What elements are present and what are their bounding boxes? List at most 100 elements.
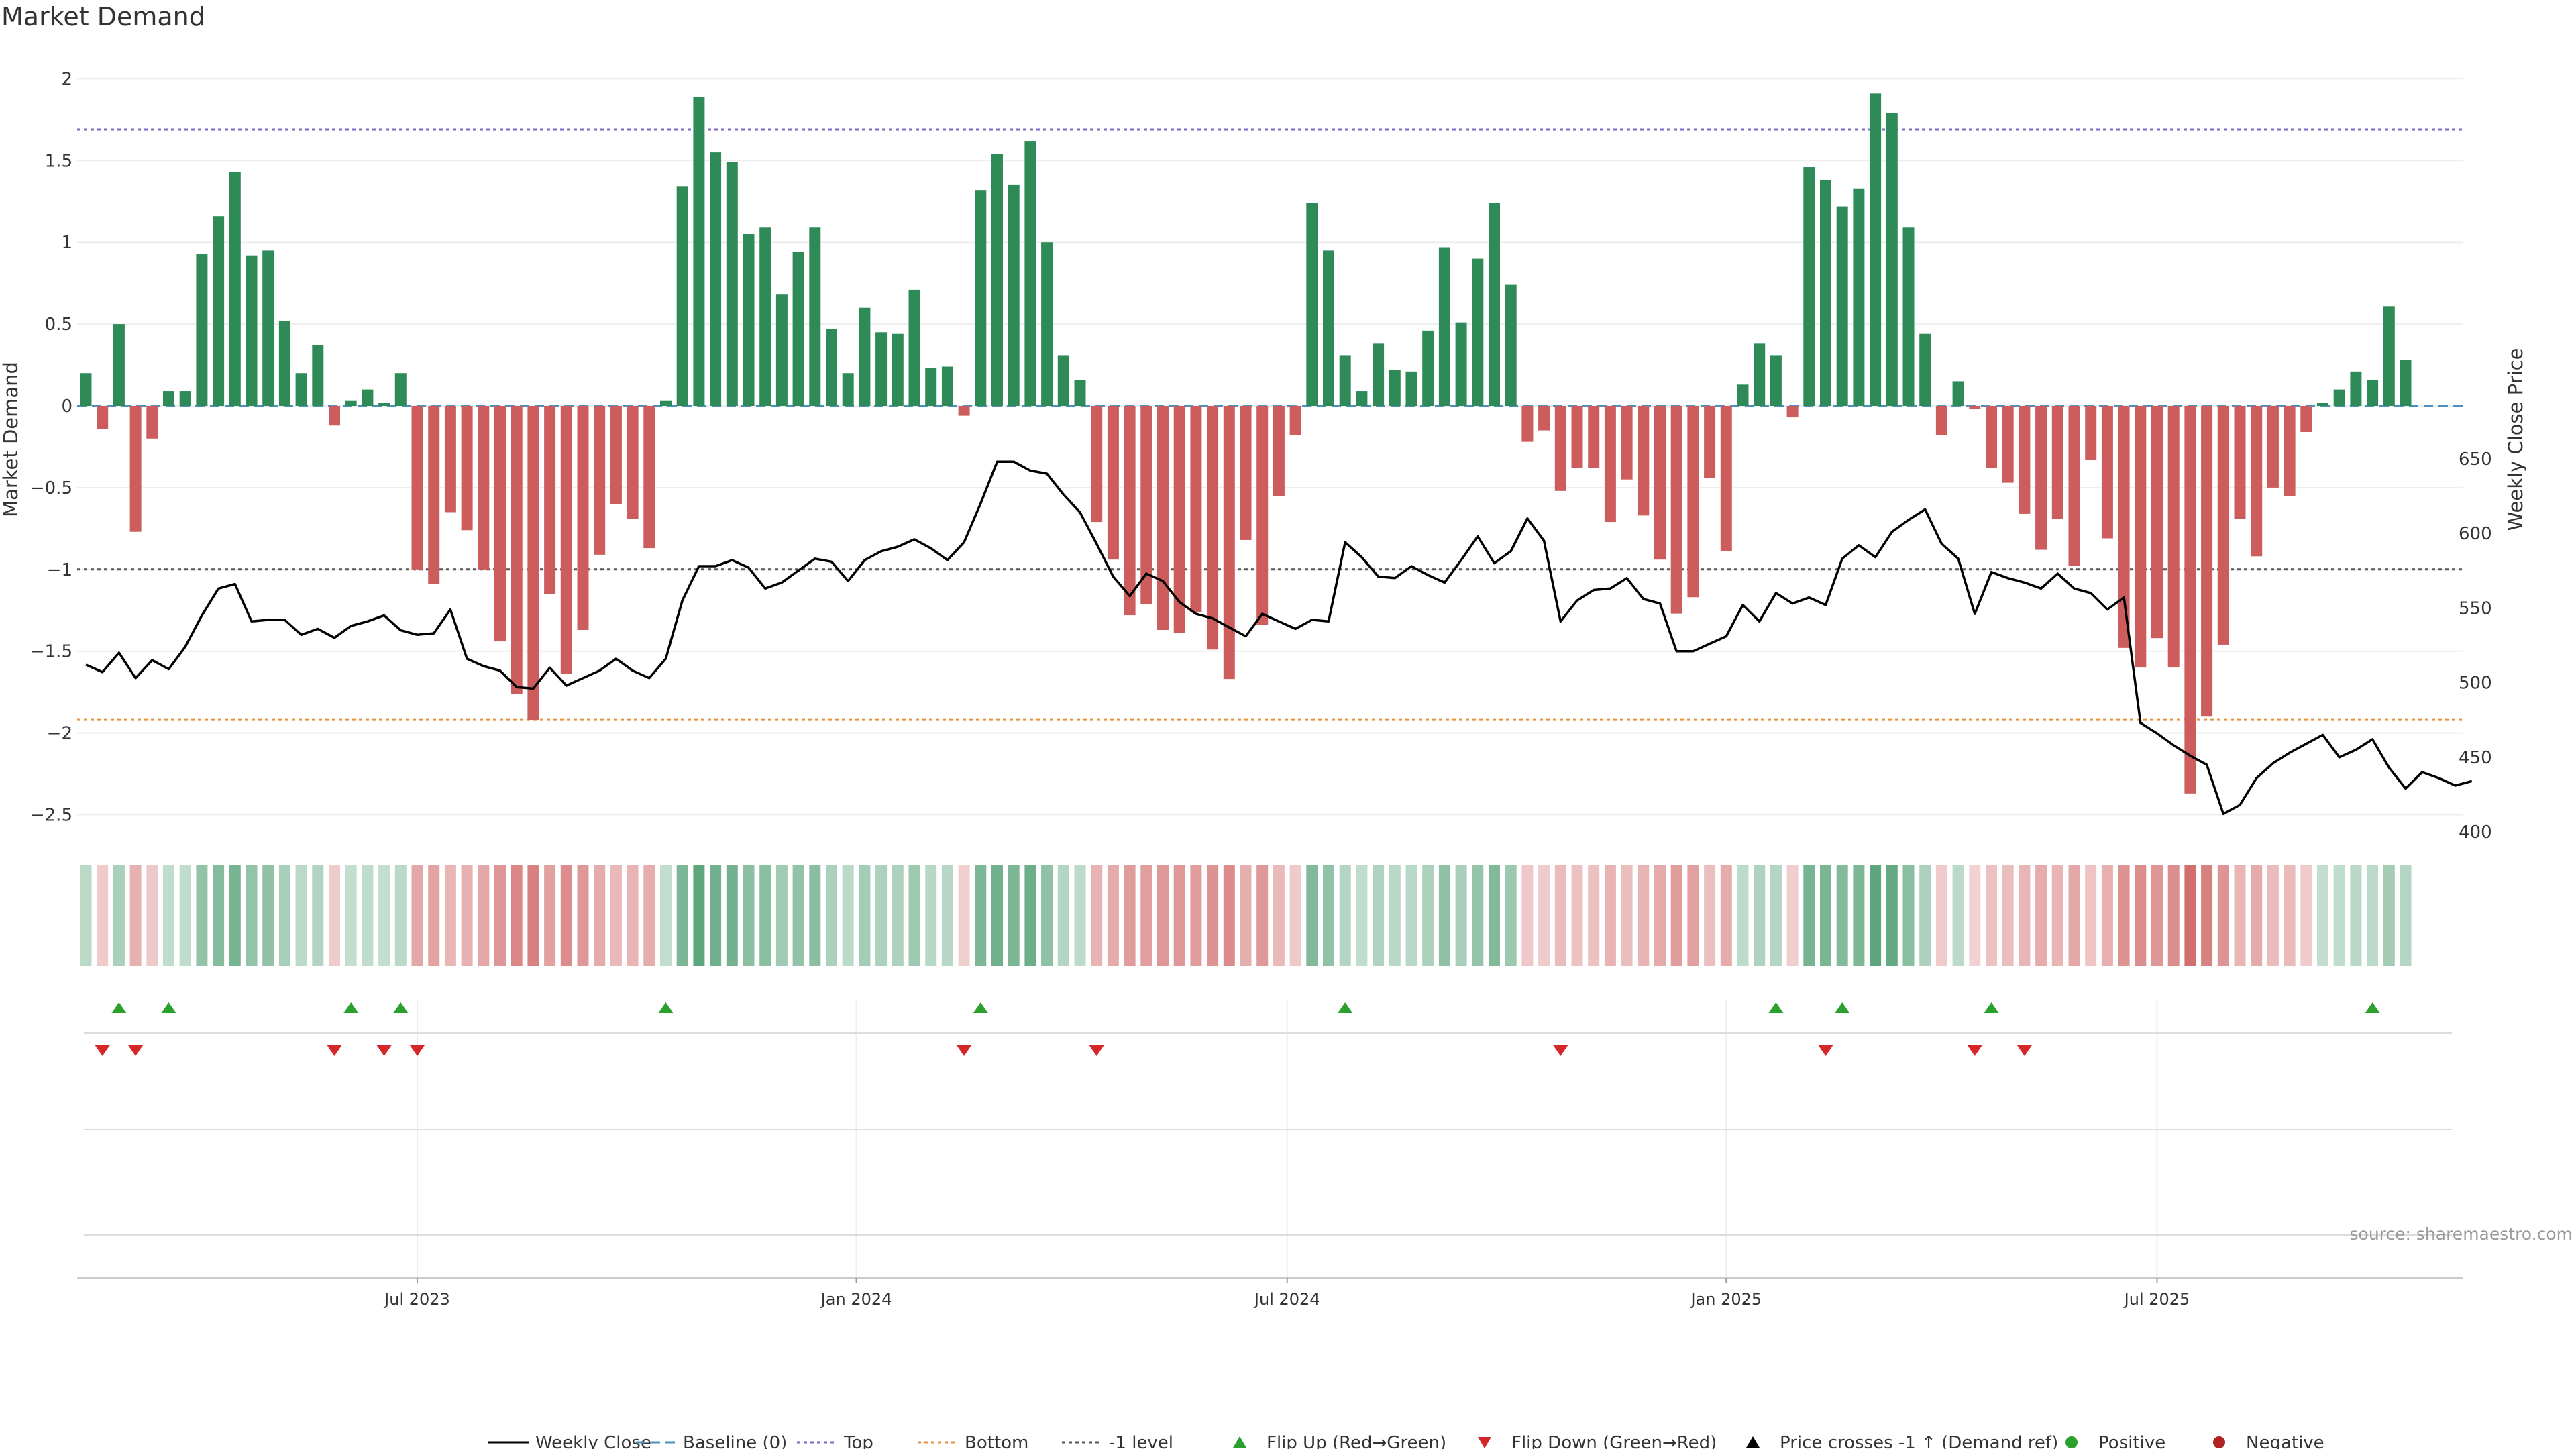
flip-down-marker (410, 1045, 425, 1056)
heat-cell (859, 865, 871, 966)
heat-cell (2367, 865, 2379, 966)
legend-label: Positive (2098, 1433, 2165, 1449)
heat-cell (1803, 865, 1815, 966)
negative-bar (494, 406, 506, 642)
positive-bar (826, 329, 837, 406)
legend-label: Price crosses -1 ↑ (Demand ref) (1780, 1433, 2058, 1449)
x-tick-label: Jan 2024 (820, 1290, 892, 1309)
y-tick-label: 1 (61, 233, 72, 253)
positive-bar (2400, 360, 2412, 406)
grid-lines (77, 78, 2463, 1278)
negative-bar (1588, 406, 1600, 468)
positive-bar (859, 307, 871, 406)
heat-cell (511, 865, 523, 966)
negative-bar (2151, 406, 2163, 639)
negative-bar (1786, 406, 1799, 418)
positive-bar (1339, 355, 1351, 406)
heat-cell (1405, 865, 1417, 966)
flip-up-marker (2365, 1002, 2380, 1013)
y-tick-label: 2 (61, 69, 72, 89)
positive-bar (163, 391, 174, 406)
flip-down-marker (1553, 1045, 1568, 1056)
flip-up-marker (161, 1002, 176, 1013)
negative-bar (2284, 406, 2296, 496)
positive-bar (991, 154, 1003, 406)
heat-cell (2135, 865, 2147, 966)
weekly-close-line (85, 460, 2473, 816)
heat-cell (329, 865, 340, 966)
heat-cell (1422, 865, 1434, 966)
x-tick-label: Jul 2023 (383, 1290, 450, 1309)
negative-bar (1621, 406, 1633, 480)
positive-bar (213, 216, 225, 406)
heat-cell (842, 865, 854, 966)
negative-bar (2267, 406, 2279, 488)
heat-cell (1438, 865, 1450, 966)
heat-cell (196, 865, 208, 966)
heat-cell (1621, 865, 1633, 966)
heat-cell (726, 865, 738, 966)
flip-up-marker (658, 1002, 674, 1013)
demand-bars (80, 93, 2412, 794)
flip-up-marker (1835, 1002, 1850, 1013)
legend-label: Flip Down (Green→Red) (1511, 1433, 1717, 1449)
heat-cell (2234, 865, 2246, 966)
positive-bar (1438, 247, 1450, 406)
heat-cell (278, 865, 290, 966)
y2-tick-label: 550 (2459, 598, 2492, 619)
positive-bar (1041, 242, 1053, 406)
legend-label: Baseline (0) (683, 1433, 787, 1449)
positive-bar (113, 324, 125, 406)
y2-tick-label: 600 (2459, 524, 2492, 544)
legend-label: Flip Up (Red→Green) (1267, 1433, 1446, 1449)
empty-panels (77, 1129, 2463, 1279)
heat-cell (2068, 865, 2080, 966)
heat-cell (577, 865, 589, 966)
flip-up-marker (1984, 1002, 1999, 1013)
legend-swatch (2213, 1436, 2225, 1448)
positive-bar (809, 227, 821, 406)
positive-bar (1919, 333, 1931, 406)
negative-bar (577, 406, 589, 631)
positive-bar (726, 162, 738, 406)
heat-cell (627, 865, 639, 966)
negative-bar (1654, 406, 1666, 560)
heat-cell (1969, 865, 1981, 966)
heat-cell (1289, 865, 1301, 966)
heat-cell (1306, 865, 1318, 966)
heat-cell (941, 865, 953, 966)
positive-bar (2350, 371, 2362, 406)
negative-bar (1207, 406, 1219, 650)
heat-cell (2400, 865, 2412, 966)
positive-bar (1455, 322, 1467, 406)
flip-down-marker (1818, 1045, 1833, 1056)
y2-axis-ticks: 650 600 550 500 450 400 (2459, 449, 2492, 843)
heat-cell (660, 865, 672, 966)
positive-bar (775, 294, 788, 406)
heat-cell (1638, 865, 1650, 966)
heat-cell (775, 865, 788, 966)
negative-bar (2251, 406, 2263, 557)
heat-cell (693, 865, 705, 966)
negative-bar (2300, 406, 2312, 433)
negative-bar (1140, 406, 1152, 604)
heat-cell (312, 865, 324, 966)
flip-down-marker (95, 1045, 110, 1056)
y-tick-label: 0 (61, 396, 72, 417)
heat-cell (1157, 865, 1169, 966)
heat-cell (1472, 865, 1484, 966)
positive-bar (1836, 206, 1848, 406)
price-series (85, 460, 2473, 816)
heat-cell (1356, 865, 1368, 966)
heat-cell (1140, 865, 1152, 966)
positive-bar (842, 373, 854, 406)
negative-bar (1289, 406, 1301, 435)
flip-down-marker (327, 1045, 342, 1056)
heat-cell (113, 865, 125, 966)
heat-cell (676, 865, 688, 966)
heat-cell (1720, 865, 1732, 966)
reference-lines (77, 128, 2463, 721)
flip-down-marker (957, 1045, 972, 1056)
heat-cell (1455, 865, 1467, 966)
positive-bar (1024, 141, 1036, 406)
